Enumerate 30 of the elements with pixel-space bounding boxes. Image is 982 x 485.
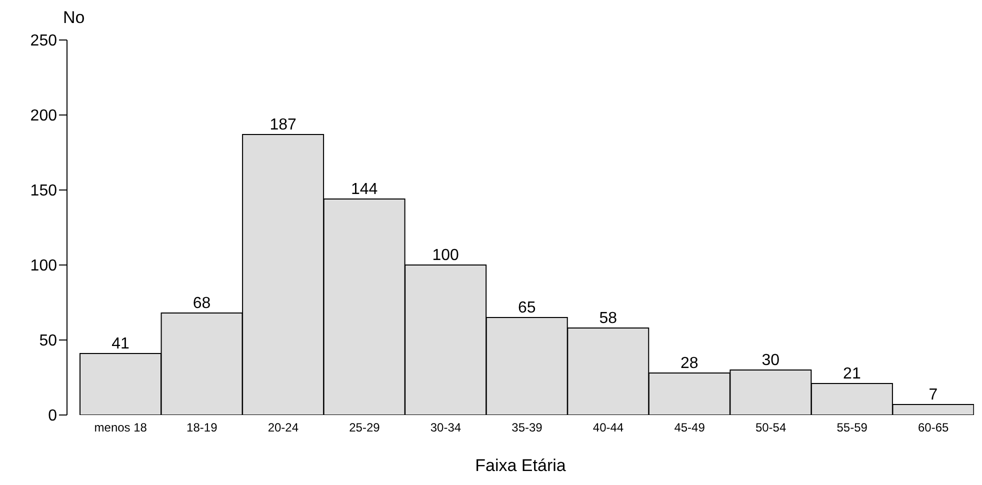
data-label: 7 <box>928 386 938 404</box>
data-label: 58 <box>599 310 618 327</box>
x-tick-label: 60-65 <box>918 420 950 435</box>
data-label: 144 <box>350 181 378 198</box>
data-label: 65 <box>518 300 536 316</box>
x-tick-label: 35-39 <box>512 420 543 435</box>
x-axis-title: Faixa Etária <box>475 456 566 475</box>
data-label: 28 <box>680 355 698 372</box>
y-tick-label: 150 <box>30 182 58 200</box>
data-label: 100 <box>432 247 460 264</box>
y-tick-label: 250 <box>30 32 58 50</box>
x-tick-label: 25-29 <box>349 420 380 435</box>
x-tick-label: 45-49 <box>674 420 706 435</box>
x-tick-label: 40-44 <box>592 420 624 435</box>
data-label: 30 <box>762 352 780 369</box>
x-tick-label: 50-54 <box>755 420 786 435</box>
y-tick-label: 0 <box>48 408 58 425</box>
data-label: 68 <box>192 295 211 312</box>
y-tick-label: 50 <box>39 332 58 350</box>
data-label: 187 <box>270 116 296 134</box>
y-tick-label: 100 <box>30 258 58 275</box>
x-tick-label: 20-24 <box>268 420 299 435</box>
data-label: 41 <box>112 336 130 352</box>
x-tick-label: 18-19 <box>186 420 218 435</box>
x-tick-label: 30-34 <box>430 420 462 435</box>
x-tick-label: 55-59 <box>836 420 868 435</box>
y-tick-label: 200 <box>30 108 58 125</box>
data-label: 21 <box>843 366 861 382</box>
x-tick-label: menos 18 <box>94 420 148 435</box>
y-axis-title: No <box>63 8 85 28</box>
